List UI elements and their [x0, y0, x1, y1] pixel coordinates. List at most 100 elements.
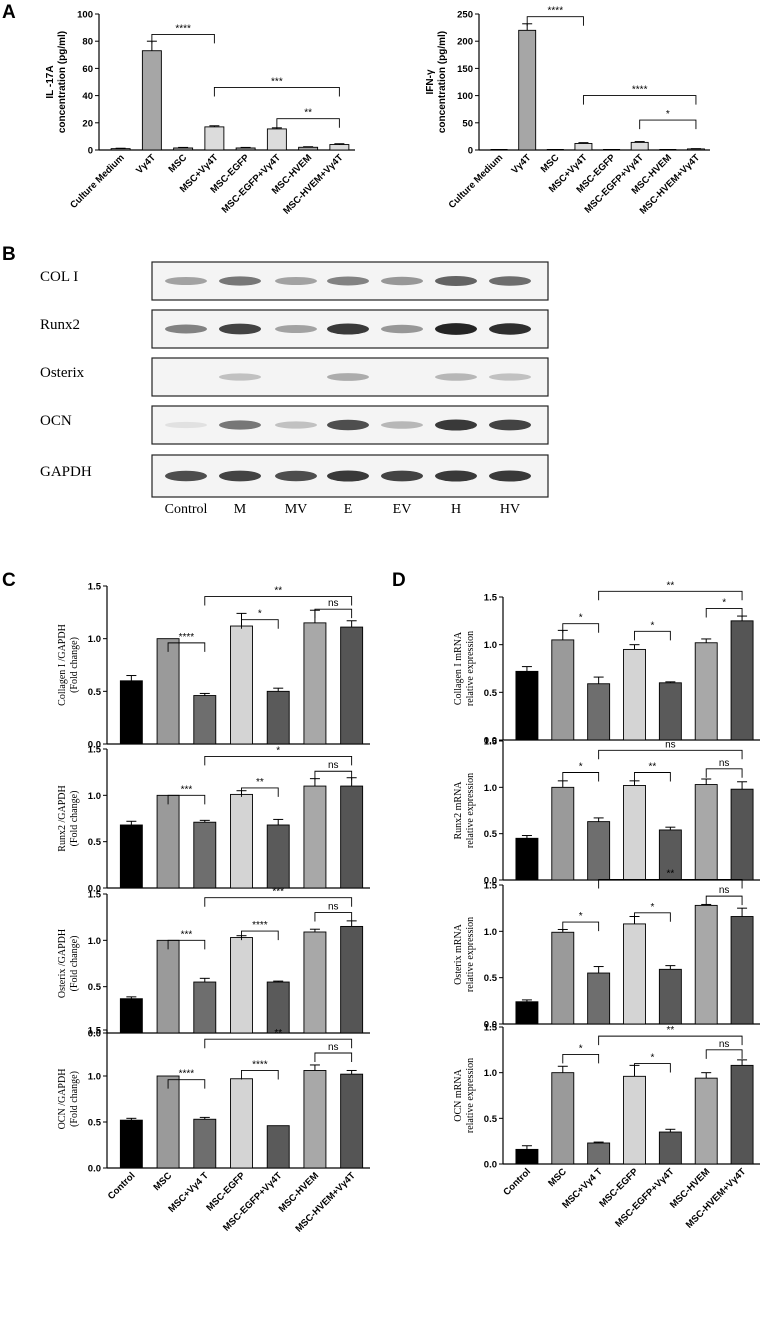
bar: [156, 939, 180, 1034]
significance-bracket: [204, 596, 353, 606]
significance-label: *: [666, 109, 670, 120]
significance-bracket: [562, 772, 600, 782]
bar: [156, 1075, 180, 1169]
significance-bracket: [314, 770, 353, 781]
y-tick-label: 100: [457, 91, 473, 102]
significance-bracket: [598, 590, 743, 601]
bar: [515, 670, 539, 741]
significance-bracket: [241, 619, 279, 629]
blot-band: [219, 420, 261, 430]
bar: [551, 786, 575, 881]
blot-protein-label: COL I: [40, 269, 78, 285]
significance-label: ns: [328, 760, 339, 771]
y-tick-label: 0.5: [88, 1118, 102, 1129]
blot-band: [275, 324, 317, 334]
y-axis-title: Collagen I mRNA: [453, 631, 464, 705]
bar: [266, 1125, 290, 1169]
significance-label: **: [666, 1025, 674, 1036]
significance-bracket: [526, 16, 584, 26]
bar: [340, 626, 364, 745]
blot-band: [327, 470, 369, 482]
y-tick-label: 0.0: [88, 740, 101, 751]
y-axis-title: IFN-γ: [425, 69, 436, 94]
y-tick-label: 0.0: [484, 1020, 497, 1031]
significance-label: *: [579, 613, 583, 624]
bar: [193, 695, 217, 745]
bar: [193, 821, 217, 889]
x-category-label: Vγ4T: [134, 152, 158, 176]
significance-label: *: [650, 620, 654, 631]
significance-label: *: [650, 1053, 654, 1064]
blot-band: [219, 276, 261, 286]
bar: [658, 682, 682, 741]
blot-protein-label: Osterix: [40, 365, 85, 381]
significance-bracket: [276, 118, 340, 128]
significance-bracket: [705, 895, 743, 906]
y-axis-title: Runx2 /GAPDH: [57, 785, 68, 851]
blot-protein-label: GAPDH: [40, 464, 92, 480]
y-axis-title: OCN mRNA: [453, 1068, 464, 1121]
blot-band: [165, 324, 207, 334]
bar: [623, 648, 646, 741]
y-tick-label: 50: [462, 118, 473, 129]
significance-bracket: [204, 1038, 353, 1049]
bar: [141, 50, 162, 151]
y-tick-label: 0.5: [484, 688, 498, 699]
y-tick-label: 1.5: [88, 745, 102, 756]
bar: [230, 1078, 253, 1169]
y-tick-label: 0.5: [484, 1114, 498, 1125]
blot-lane-label: E: [344, 502, 353, 517]
blot-band: [381, 470, 423, 482]
bar: [694, 642, 718, 741]
bar-chart-8: 0.0 0.5 1.0 1.5 Runx2 mRNA relative expressio…: [453, 737, 760, 887]
panel-letter-a: A: [2, 2, 16, 23]
y-tick-label: 1.0: [484, 1068, 497, 1079]
y-axis-title: relative expression: [465, 917, 476, 992]
blot-band: [165, 276, 207, 286]
blot-band: [489, 276, 531, 286]
blot-band: [435, 276, 477, 286]
y-axis-title: (Fold change): [69, 1071, 80, 1127]
significance-label: **: [649, 762, 657, 773]
significance-bracket: [562, 623, 600, 633]
bar: [266, 128, 287, 151]
bar: [266, 981, 290, 1034]
bar: [156, 794, 180, 889]
significance-label: ***: [272, 887, 284, 898]
y-tick-label: 1.0: [88, 1072, 101, 1083]
y-axis-title: relative expression: [465, 1058, 476, 1133]
bar: [119, 680, 143, 745]
bar: [329, 144, 350, 151]
blot-lane-label: H: [451, 502, 461, 517]
significance-label: *: [650, 902, 654, 913]
bar: [340, 785, 364, 889]
significance-label: **: [304, 108, 312, 119]
y-tick-label: 60: [82, 64, 93, 75]
bar: [730, 788, 754, 881]
y-axis-title: IL -17A: [45, 65, 56, 98]
significance-bracket: [598, 749, 743, 760]
blot-band: [327, 276, 369, 286]
bar: [230, 937, 253, 1034]
y-tick-label: 1.0: [88, 936, 101, 947]
y-axis-title: Osterix /GAPDH: [57, 929, 68, 998]
bar: [587, 821, 611, 881]
y-tick-label: 1.5: [88, 582, 102, 593]
significance-label: ****: [175, 23, 191, 34]
bar: [623, 1075, 646, 1165]
bar: [193, 1118, 217, 1169]
bar: [235, 147, 256, 151]
bar: [303, 931, 327, 1034]
bar-chart-3: 0.0 0.5 1.0 1.5 Collagen I /GAPDH (Fold chang…: [57, 582, 370, 751]
bar: [587, 683, 611, 741]
y-tick-label: 1.0: [88, 634, 101, 645]
y-tick-label: 0.0: [484, 876, 497, 887]
significance-bracket: [598, 1035, 743, 1046]
blot-band: [219, 470, 261, 482]
blot-lane-label: HV: [500, 502, 520, 517]
significance-bracket: [562, 921, 600, 932]
significance-bracket: [562, 1053, 600, 1064]
panel-letter-b: B: [2, 244, 16, 265]
blot-band: [435, 419, 477, 431]
y-tick-label: 1.5: [484, 1023, 498, 1034]
